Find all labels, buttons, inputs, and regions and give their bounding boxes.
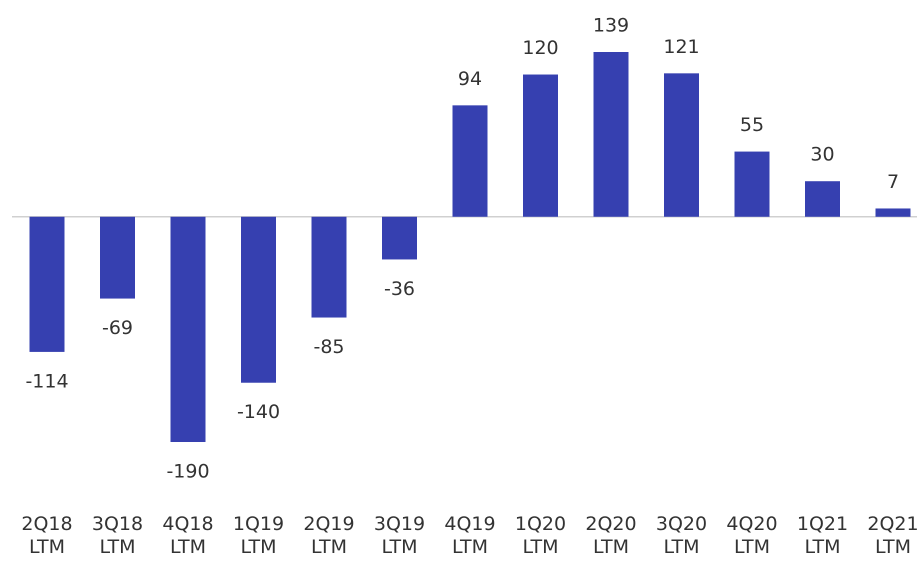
x-tick-label: 2Q19 LTM: [303, 513, 355, 558]
data-label: 139: [593, 15, 629, 37]
x-tick-label: 2Q21 LTM: [867, 513, 917, 558]
data-label: -140: [237, 401, 280, 423]
data-label: 7: [887, 171, 899, 193]
x-tick-label: 1Q20 LTM: [514, 513, 567, 558]
x-tick-label: 1Q21 LTM: [796, 513, 849, 558]
bar: [100, 216, 135, 299]
x-tick-label: 4Q18 LTM: [162, 513, 214, 558]
x-tick-label: 3Q20 LTM: [655, 513, 708, 558]
data-label: -85: [313, 336, 344, 358]
bar: [170, 216, 206, 442]
bar: [241, 216, 276, 383]
bar: [664, 73, 699, 217]
data-label: -36: [384, 278, 415, 300]
bar: [523, 74, 558, 217]
data-label: 94: [458, 68, 482, 90]
bar: [311, 216, 347, 318]
bar: [805, 181, 840, 217]
bar: [382, 216, 417, 260]
data-label: 120: [522, 37, 558, 59]
x-tick-label: 3Q18 LTM: [91, 513, 144, 558]
x-tick-label: 3Q19 LTM: [373, 513, 426, 558]
bar: [452, 105, 488, 217]
data-label: 55: [740, 114, 764, 136]
x-tick-label: 4Q20 LTM: [726, 513, 778, 558]
bar: [875, 208, 911, 217]
x-tick-label: 1Q19 LTM: [232, 513, 285, 558]
x-tick-label: 2Q18 LTM: [21, 513, 73, 558]
data-label: -114: [25, 370, 68, 392]
bar: [593, 52, 629, 217]
x-tick-label: 4Q19 LTM: [444, 513, 496, 558]
x-tick-label: 2Q20 LTM: [585, 513, 637, 558]
data-label: -190: [166, 461, 209, 483]
bar: [29, 216, 65, 352]
bar: [734, 151, 770, 217]
data-label: 121: [663, 36, 699, 58]
data-label: -69: [102, 317, 133, 339]
data-label: 30: [810, 144, 834, 166]
